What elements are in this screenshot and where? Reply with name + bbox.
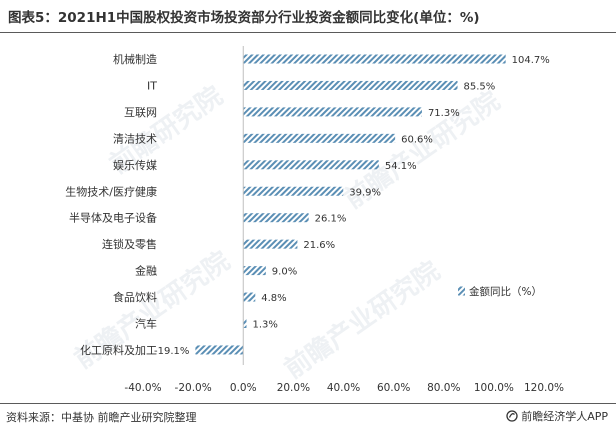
data-label: 104.7% [512,55,550,66]
data-label: -19.1% [154,346,189,357]
bar [243,80,458,90]
data-label: 85.5% [464,81,496,92]
data-label: 21.6% [303,240,335,251]
bar-chart: 机械制造 104.7% IT 85.5% 互联网 71.3% 清洁技术 60.6% 娱乐传媒 54… [65,46,564,394]
data-label: 4.8% [261,293,286,304]
data-label: 9.0% [272,267,297,278]
x-tick-label: 40.0% [327,382,360,394]
brand-logo-icon [506,410,518,422]
x-tick-label: 60.0% [377,382,410,394]
data-label: 71.3% [428,108,460,119]
bar [243,160,379,170]
bar [243,292,256,302]
category-label: 清洁技术 [113,132,157,145]
bar [243,319,247,328]
data-label: 39.9% [349,187,381,198]
category-label: IT [147,79,157,92]
bar [243,107,422,117]
category-label: 机械制造 [113,52,157,66]
x-tick-label: 20.0% [277,382,310,394]
category-label: 化工原料及加工 [80,343,157,357]
x-tick-label: 80.0% [427,382,460,394]
title-divider [0,32,616,33]
category-label: 生物技术/医疗健康 [65,184,157,198]
category-label: 娱乐传媒 [113,158,157,172]
source-note: 资料来源：中基协 前瞻产业研究院整理 [6,411,197,424]
bar [243,213,309,223]
data-label: 54.1% [385,161,417,172]
data-label: 1.3% [253,320,278,331]
x-tick-label: 120.0% [524,382,564,394]
data-label: 60.6% [401,134,433,145]
brand-text: 前瞻经济学人APP [521,410,608,423]
x-tick-label: 100.0% [474,382,514,394]
bar [243,133,396,143]
x-tick-label: 0.0% [230,382,257,394]
legend-label: 金额同比（%） [469,285,542,298]
category-label: 金融 [135,264,157,278]
bar [243,186,344,196]
bar [195,345,244,355]
legend-swatch [458,286,465,296]
category-label: 连锁及零售 [102,237,157,251]
category-label: 半导体及电子设备 [69,211,157,225]
bar [243,266,266,276]
category-label: 互联网 [124,106,157,119]
category-label: 汽车 [135,317,157,331]
brand-credit: 前瞻经济学人APP [506,408,608,424]
bar [243,54,506,64]
chart-title: 图表5：2021H1中国股权投资市场投资部分行业投资金额同比变化(单位：%) [8,10,480,26]
bar [243,239,298,249]
x-tick-label: -20.0% [175,382,212,394]
category-label: 食品饮料 [113,290,157,304]
x-tick-label: -40.0% [124,382,161,394]
footer-divider [0,403,616,404]
data-label: 26.1% [315,214,347,225]
